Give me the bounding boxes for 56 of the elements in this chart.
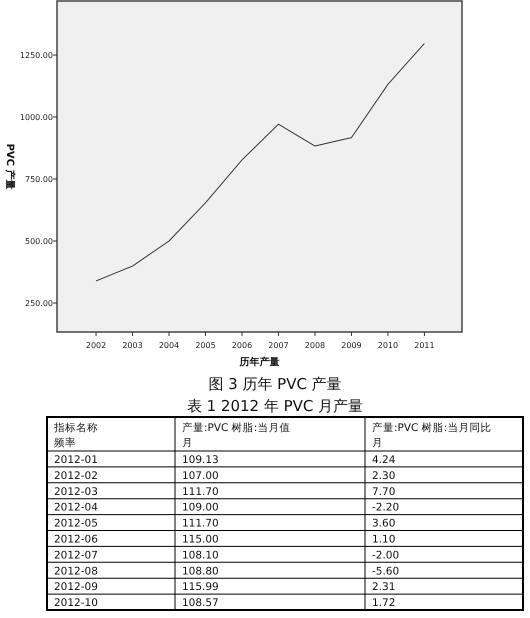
category-label: 2012-03: [54, 486, 98, 498]
text: 指标名称: [53, 422, 98, 434]
category-label: 2012-02: [54, 470, 98, 482]
y-tick-label: 1000.00: [20, 113, 53, 122]
data-label: 1.72: [372, 597, 396, 610]
category-label: 2012-06: [54, 534, 98, 546]
category-label: 2012-08: [54, 565, 98, 578]
data-label: 115.00: [182, 534, 219, 546]
category-label: 2012-09: [54, 581, 98, 594]
data-label: 107.00: [182, 470, 219, 482]
x-tick-label: 2005: [195, 341, 216, 350]
x-tick-label: 2009: [341, 341, 362, 350]
x-tick-label: 2006: [232, 341, 252, 350]
data-label: 7.70: [372, 486, 396, 498]
data-label: 115.99: [182, 581, 219, 594]
category-label: 2012-04: [54, 502, 98, 514]
y-tick-label: 750.00: [25, 175, 53, 184]
data-label: 2.31: [372, 581, 396, 594]
data-label: 108.80: [182, 565, 219, 578]
x-tick-label: 2003: [122, 341, 143, 350]
text: 产量:PVC 树脂:当月同比: [372, 421, 492, 434]
data-label: -5.60: [372, 565, 400, 578]
data-label: 3.60: [372, 518, 396, 530]
category-label: 2012-01: [54, 454, 98, 466]
data-label: 108.10: [182, 549, 219, 562]
line-series: [96, 42, 425, 282]
x-tick-label: 2002: [86, 341, 106, 350]
data-label: 111.70: [182, 486, 219, 498]
x-axis-title: 历年产量: [238, 356, 280, 368]
data-label: 111.70: [182, 518, 219, 530]
x-tick-label: 2010: [378, 341, 398, 350]
y-tick-label: 250.00: [25, 298, 53, 308]
y-axis-title: PVC 产量: [4, 144, 16, 190]
x-tick-label: 2007: [268, 341, 289, 350]
data-label: 1.10: [372, 534, 396, 546]
category-label: 2012-07: [54, 549, 98, 562]
data-label: -2.00: [372, 549, 400, 562]
text: 产量:PVC 树脂:当月值: [182, 421, 290, 434]
data-label: 4.24: [372, 454, 396, 466]
data-label: 109.13: [182, 454, 219, 466]
data-label: -2.20: [372, 502, 400, 514]
data-label: 109.00: [182, 502, 219, 514]
text: 月: [182, 437, 193, 449]
category-label: 2012-05: [54, 518, 98, 530]
data-label: 108.57: [182, 597, 219, 610]
data-label: 2.30: [372, 470, 396, 482]
y-tick-label: 1250.00: [20, 51, 53, 60]
text: 表 1 2012 年 PVC 月产量: [186, 397, 364, 415]
caption: 图 3 历年 PVC 产量: [208, 375, 342, 393]
y-tick-label: 500.00: [25, 237, 53, 246]
text: 频率: [54, 436, 76, 449]
x-tick-label: 2008: [304, 341, 326, 350]
category-label: 2012-10: [54, 597, 98, 610]
x-tick-label: 2011: [414, 341, 435, 350]
x-tick-label: 2004: [158, 341, 180, 350]
text: 月: [372, 437, 383, 449]
